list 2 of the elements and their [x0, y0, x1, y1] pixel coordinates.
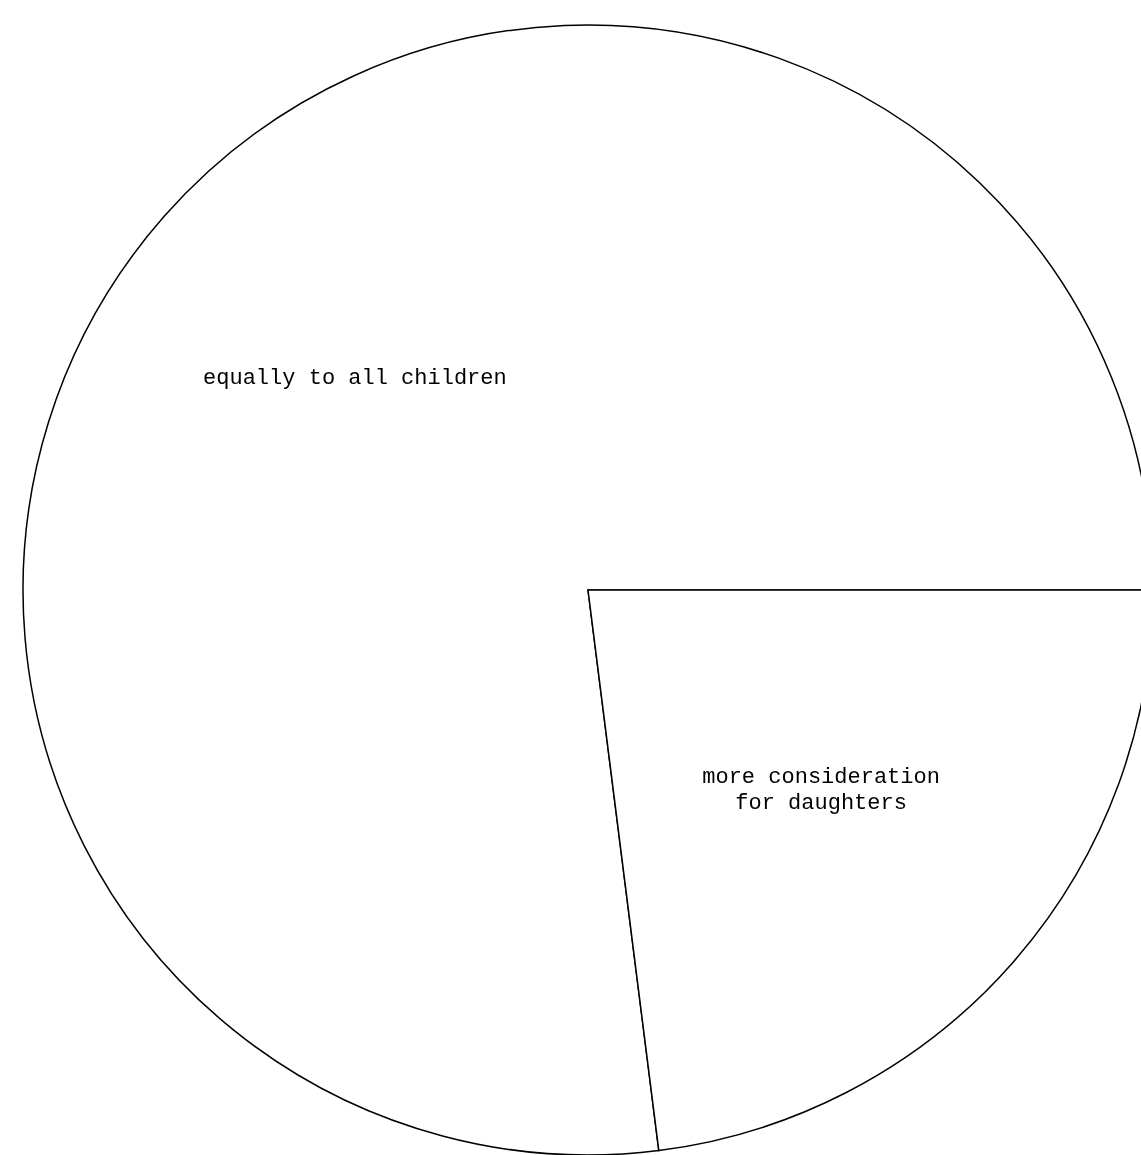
- slice-label: equally to all children: [203, 366, 507, 392]
- slice-label: more consideration for daughters: [702, 764, 940, 816]
